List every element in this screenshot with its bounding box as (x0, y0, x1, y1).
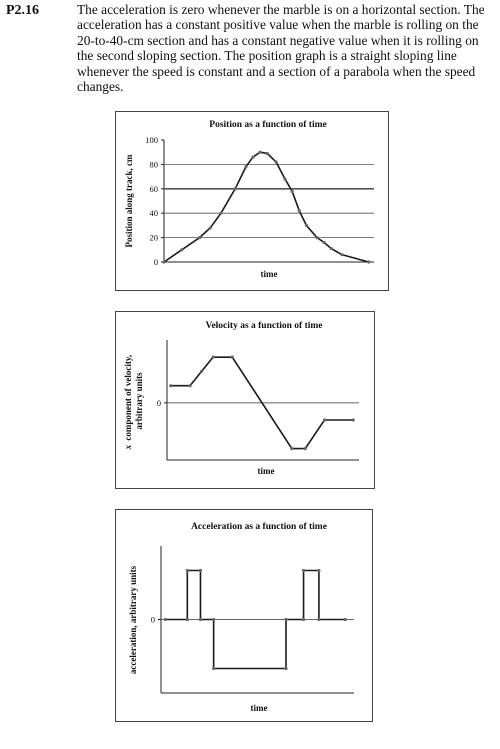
acceleration-x-axis-label: time (251, 703, 268, 713)
data-point (230, 355, 234, 359)
problem-paragraph: The acceleration is zero whenever the ma… (77, 2, 485, 95)
y-tick-label: 100 (145, 135, 158, 145)
velocity-series (169, 355, 355, 451)
data-point (351, 418, 355, 422)
position-chart: Position as a function of time 0 20 40 60 80… (115, 111, 389, 291)
data-point (198, 617, 203, 622)
data-point (322, 418, 327, 422)
data-point (163, 617, 167, 622)
data-point (283, 177, 287, 181)
data-point (212, 617, 216, 622)
acceleration-y-tick-labels: 0 (151, 615, 161, 625)
y-tick-label: 0 (151, 615, 155, 625)
y-tick-label: 40 (150, 208, 159, 218)
velocity-y-tick-labels: 0 (157, 398, 167, 408)
velocity-chart-svg: Velocity as a function of time 0 x compo… (123, 321, 359, 476)
data-point (169, 384, 173, 388)
data-point (188, 384, 192, 388)
data-point (199, 369, 204, 374)
velocity-chart: Velocity as a function of time 0 x compo… (115, 311, 375, 489)
velocity-axes (166, 340, 359, 461)
data-point (251, 155, 255, 159)
data-point (185, 568, 189, 573)
y-tick-label: 20 (150, 233, 159, 243)
data-point (208, 226, 212, 230)
acceleration-chart-svg: Acceleration as a function of time 0 acc… (128, 522, 354, 713)
data-point (329, 246, 333, 251)
acceleration-series (163, 568, 347, 671)
data-point (212, 666, 216, 671)
data-point (367, 260, 371, 264)
data-point (343, 617, 347, 622)
position-chart-title: Position as a function of time (209, 120, 326, 130)
data-point (284, 666, 288, 671)
y-tick-label: 0 (157, 398, 161, 408)
acceleration-chart-title: Acceleration as a function of time (191, 522, 327, 532)
acceleration-y-axis-label: acceleration, arbitrary units (128, 565, 138, 674)
y-tick-label: 0 (154, 257, 158, 267)
y-tick-label: 80 (150, 159, 159, 169)
position-y-axis-label: Position along track, cm (124, 154, 134, 247)
data-point (303, 446, 307, 451)
data-point (258, 150, 262, 154)
position-gridlines (164, 164, 374, 238)
position-y-tick-labels: 0 20 40 60 80 100 (145, 135, 164, 267)
data-point (322, 240, 326, 245)
position-axes (163, 140, 374, 263)
data-point (297, 209, 301, 213)
data-point (197, 236, 202, 240)
position-x-axis-label: time (261, 269, 278, 279)
data-point (340, 253, 344, 257)
data-point (304, 223, 308, 227)
series-line (165, 569, 346, 670)
velocity-y-axis-label: x component of velocity, arbitrary units (123, 353, 144, 451)
position-series (162, 150, 371, 264)
data-point (233, 187, 237, 191)
data-point (315, 236, 319, 240)
data-point (301, 568, 306, 573)
data-point (274, 160, 278, 164)
data-point (198, 568, 203, 573)
data-point (219, 211, 223, 215)
data-point (162, 260, 166, 264)
problem-number: P2.16 (6, 3, 40, 18)
data-point (290, 189, 294, 193)
data-point (265, 151, 269, 156)
data-point (185, 617, 189, 622)
data-point (301, 617, 306, 622)
data-point (180, 248, 184, 252)
data-point (317, 568, 321, 573)
velocity-x-axis-label: time (258, 466, 275, 476)
acceleration-chart: Acceleration as a function of time 0 acc… (115, 509, 373, 722)
data-point (317, 617, 321, 622)
data-point (290, 446, 294, 451)
data-point (244, 165, 248, 169)
velocity-chart-title: Velocity as a function of time (205, 321, 322, 331)
y-tick-label: 60 (150, 184, 159, 194)
data-point (284, 617, 288, 622)
problem-text: The acceleration is zero whenever the ma… (77, 2, 492, 94)
data-point (211, 355, 215, 359)
series-line (163, 151, 369, 263)
position-chart-svg: Position as a function of time 0 20 40 60 80… (124, 120, 374, 279)
